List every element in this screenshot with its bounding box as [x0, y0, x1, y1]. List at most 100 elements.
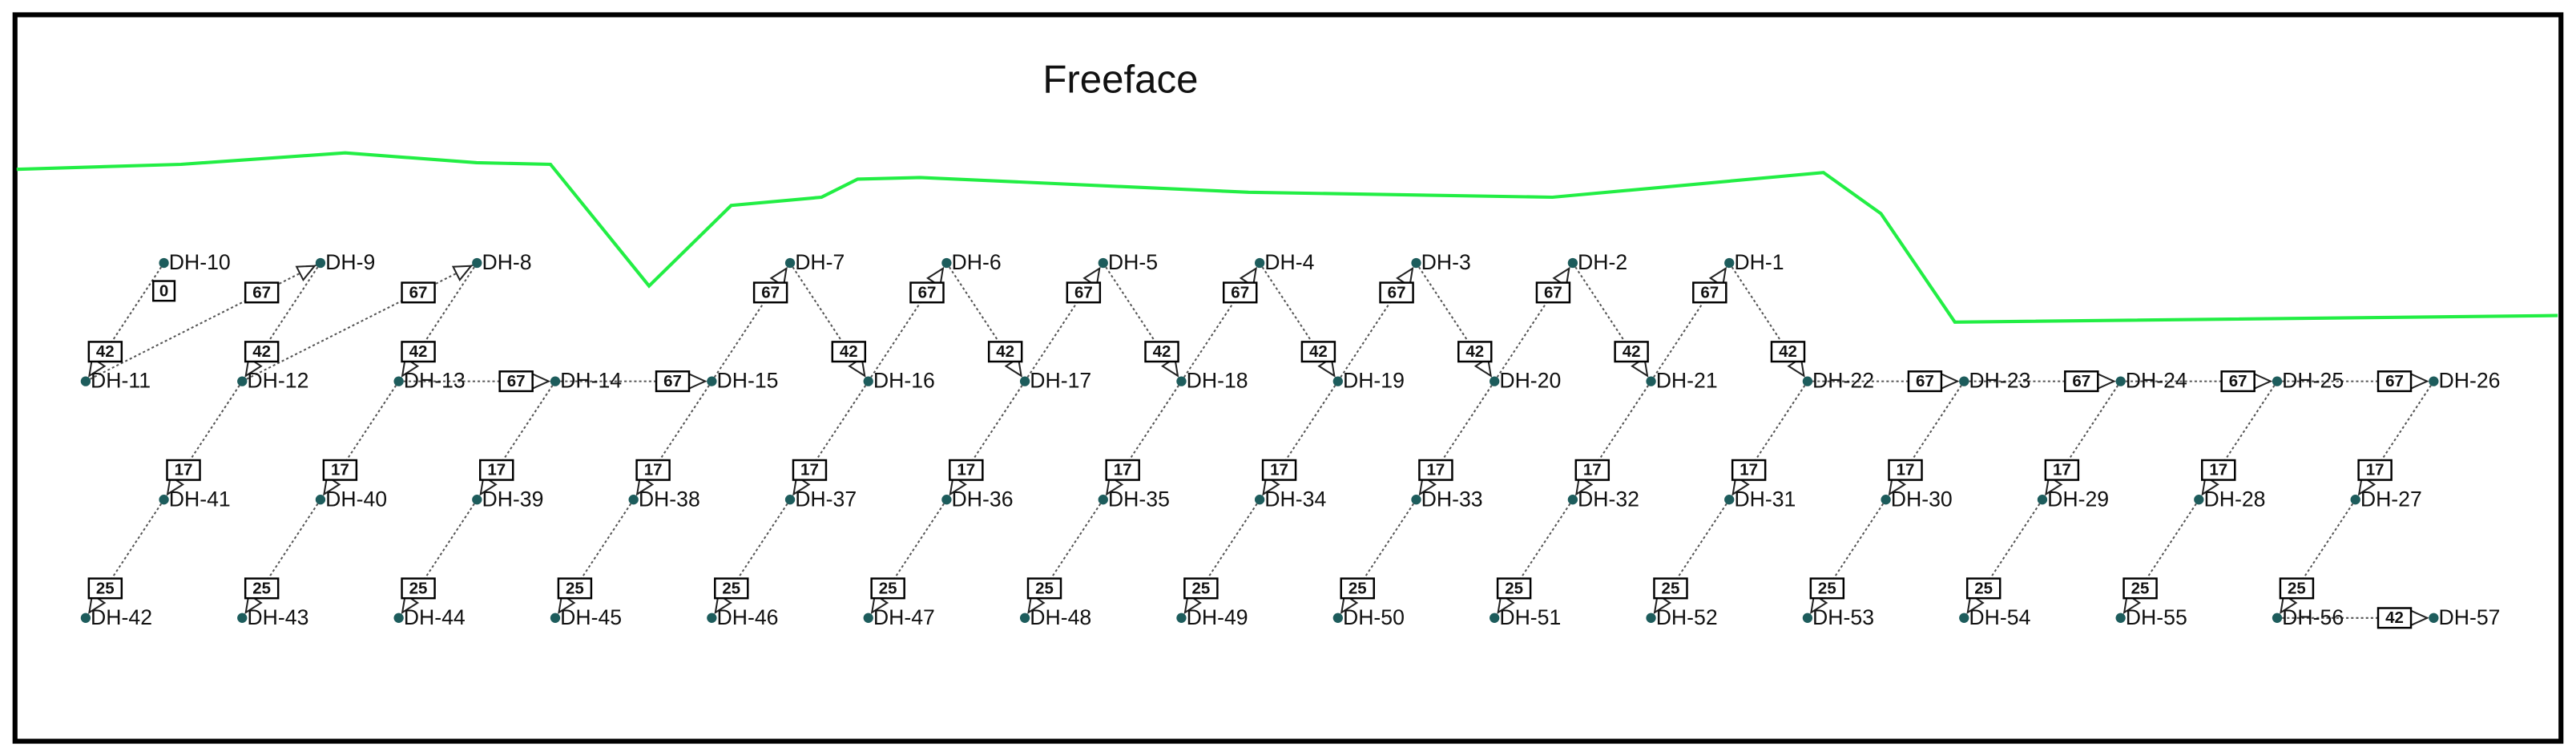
hole-dot: [1019, 376, 1030, 386]
hole-dot: [237, 376, 248, 386]
delay-value: 42: [1623, 342, 1641, 361]
hole-label: DH-36: [952, 487, 1014, 511]
hole-dot: [1959, 612, 1969, 623]
connection-line: [1180, 262, 1260, 382]
delay-box: [831, 341, 867, 363]
connection-line: [1572, 381, 1652, 500]
delay-box: [1809, 577, 1845, 600]
delay-value: 25: [252, 579, 271, 597]
hole-label: DH-38: [639, 487, 700, 511]
delay-value: 17: [2366, 461, 2385, 479]
delay-value: 67: [663, 372, 682, 390]
connection-line: [2042, 381, 2122, 500]
hole-dot: [784, 495, 796, 505]
connection-line: [85, 262, 321, 382]
hole-label: DH-18: [1187, 369, 1248, 393]
hole-dot: [1332, 376, 1343, 386]
hole-label: DH-4: [1264, 250, 1314, 274]
delay-value: 25: [1662, 579, 1680, 597]
delay-box: [244, 281, 280, 304]
delay-box: [1144, 341, 1179, 363]
delay-value: 67: [2229, 372, 2247, 390]
hole-label: DH-24: [2126, 369, 2187, 393]
hole-label: DH-13: [404, 369, 466, 393]
hole-label: DH-46: [717, 605, 779, 629]
delay-box: [1457, 341, 1493, 363]
hole-label: DH-35: [1108, 487, 1170, 511]
hole-label: DH-14: [560, 369, 622, 393]
delay-value: 17: [1897, 461, 1915, 479]
delay-box: [479, 459, 514, 481]
connection-line: [397, 499, 478, 619]
delay-value: 25: [1818, 579, 1836, 597]
connection-line: [241, 499, 321, 619]
hole-dot: [1254, 257, 1265, 269]
delay-box: [1965, 577, 2002, 600]
hole-dot: [550, 612, 561, 623]
hole-dot: [1490, 376, 1500, 386]
hole-dot: [80, 612, 91, 623]
hole-dot: [1098, 257, 1108, 269]
delay-box: [87, 577, 123, 600]
hole-dot: [1802, 376, 1813, 386]
delay-value: 42: [1779, 342, 1797, 361]
hole-label: DH-57: [2439, 605, 2501, 629]
delay-value: 67: [252, 283, 271, 301]
delay-value: 67: [761, 283, 780, 301]
delay-value: 25: [566, 579, 584, 597]
connection-line: [1650, 499, 1731, 619]
delay-value: 17: [1427, 461, 1445, 479]
connection-line: [1336, 499, 1417, 619]
connection-line: [1572, 262, 1652, 382]
hole-label: DH-47: [873, 605, 935, 629]
delay-box: [655, 370, 691, 393]
hole-dot: [2429, 612, 2439, 623]
connection-line: [945, 381, 1026, 500]
connection-line: [1650, 262, 1731, 382]
delay-box: [152, 280, 176, 302]
hole-label: DH-30: [1891, 487, 1953, 511]
connection-line: [241, 262, 321, 382]
delay-value: 67: [1916, 372, 1934, 390]
hole-label: DH-10: [169, 250, 231, 274]
delay-value: 25: [1505, 579, 1523, 597]
hole-label: DH-2: [1578, 250, 1627, 274]
delay-value: 67: [1700, 283, 1719, 301]
delay-box: [1692, 281, 1727, 304]
delay-box: [1535, 281, 1571, 304]
delay-box: [2357, 459, 2393, 481]
hole-dot: [628, 495, 639, 505]
arrow-head: [295, 265, 316, 282]
hole-label: DH-52: [1656, 605, 1718, 629]
hole-dot: [1567, 257, 1578, 269]
delay-box: [322, 459, 358, 481]
connection-line: [711, 499, 791, 619]
delay-value: 17: [487, 461, 506, 479]
delay-box: [2201, 459, 2236, 481]
delay-value: 67: [409, 283, 428, 301]
hole-dot: [80, 376, 91, 386]
delay-box: [1888, 459, 1923, 481]
hole-label: DH-22: [1812, 369, 1874, 393]
hole-label: DH-1: [1734, 250, 1784, 274]
connection-line: [1963, 499, 2043, 619]
hole-label: DH-32: [1578, 487, 1639, 511]
hole-label: DH-42: [91, 605, 152, 629]
delay-box: [1614, 341, 1649, 363]
hole-dot: [393, 612, 404, 623]
hole-dot: [1176, 612, 1187, 623]
delay-box: [1379, 281, 1414, 304]
hole-label: DH-15: [717, 369, 779, 393]
hole-dot: [1959, 376, 1969, 386]
hole-label: DH-25: [2282, 369, 2344, 393]
delay-box: [1653, 577, 1688, 600]
delay-value: 25: [722, 579, 740, 597]
hole-dot: [2194, 495, 2204, 505]
delay-box: [401, 281, 436, 304]
delay-value: 17: [957, 461, 975, 479]
hole-label: DH-49: [1187, 605, 1248, 629]
delay-box: [792, 459, 828, 481]
delay-box: [1574, 459, 1611, 481]
hole-label: DH-21: [1656, 369, 1718, 393]
